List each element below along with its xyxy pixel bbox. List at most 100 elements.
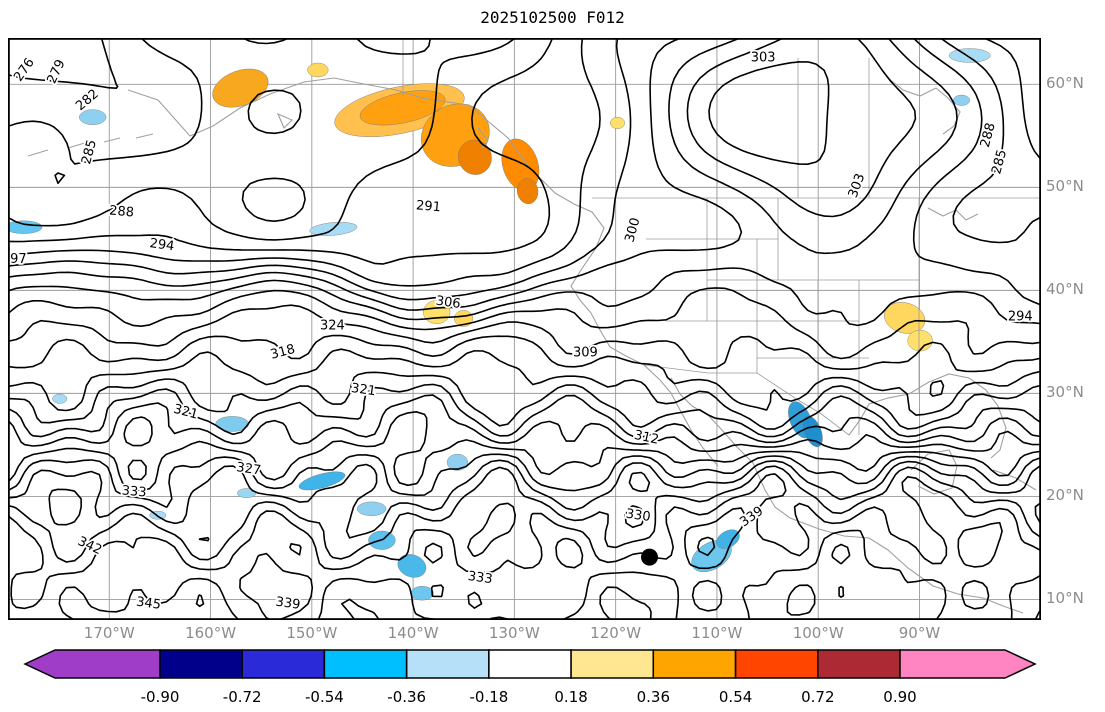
map-frame bbox=[8, 38, 1041, 620]
y-tick-label: 10°N bbox=[1046, 589, 1084, 608]
colorbar-tick-label: -0.72 bbox=[223, 688, 262, 706]
coastline-path bbox=[27, 133, 154, 157]
contour-label: 285 bbox=[79, 138, 100, 166]
shaded-region bbox=[953, 94, 970, 106]
contour-label: 306 bbox=[435, 294, 462, 312]
colorbar-tick-label: 0.54 bbox=[719, 688, 752, 706]
shaded-region bbox=[410, 586, 434, 601]
x-tick-label: 160°W bbox=[185, 624, 237, 642]
coastline-path bbox=[992, 469, 1037, 491]
x-tick-label: 140°W bbox=[387, 624, 439, 642]
contour-label: 285 bbox=[989, 148, 1010, 176]
colorbar-segment bbox=[405, 649, 490, 679]
shaded-region bbox=[359, 90, 446, 126]
colorbar-left-arrow bbox=[23, 649, 161, 679]
contour-label: 282 bbox=[73, 87, 102, 114]
shaded-region bbox=[307, 62, 329, 78]
shaded-region bbox=[516, 178, 539, 205]
colorbar-tick-label: -0.18 bbox=[469, 688, 508, 706]
shaded-region bbox=[446, 453, 468, 471]
shaded-region bbox=[8, 220, 43, 234]
contour-label: 330 bbox=[625, 507, 652, 525]
shaded-region bbox=[610, 116, 625, 130]
contour-label: 345 bbox=[135, 595, 162, 613]
contour-label: 309 bbox=[573, 345, 598, 360]
colorbar-segment bbox=[570, 649, 655, 679]
y-tick-label: 20°N bbox=[1046, 486, 1084, 505]
y-tick-label: 40°N bbox=[1046, 280, 1084, 299]
colorbar-tick-label: 0.90 bbox=[883, 688, 916, 706]
shaded-region bbox=[356, 501, 387, 516]
coastline-path bbox=[982, 597, 1024, 614]
contour-label: 276 bbox=[11, 56, 38, 85]
contour-lines bbox=[8, 38, 1041, 620]
shaded-region bbox=[79, 109, 107, 125]
coastline-path bbox=[127, 77, 719, 467]
state-borders bbox=[402, 38, 1041, 436]
contour-label: 312 bbox=[633, 428, 660, 448]
y-tick-label: 60°N bbox=[1046, 74, 1084, 93]
x-tick-label: 90°W bbox=[898, 624, 941, 642]
contour-label: 342 bbox=[75, 534, 104, 558]
coastlines bbox=[27, 77, 1037, 614]
colorbar-segment bbox=[652, 649, 737, 679]
coastline-path bbox=[848, 373, 1007, 459]
colorbar-tick-label: 0.18 bbox=[554, 688, 587, 706]
colorbar-tick-label: 0.36 bbox=[637, 688, 670, 706]
x-tick-label: 100°W bbox=[792, 624, 844, 642]
shaded-region bbox=[907, 329, 933, 352]
contour-label: 303 bbox=[846, 172, 869, 200]
contour-label: 333 bbox=[467, 569, 494, 587]
x-tick-label: 130°W bbox=[488, 624, 540, 642]
contour-label: 297 bbox=[8, 252, 27, 267]
chart-title: 2025102500 F012 bbox=[480, 8, 625, 27]
colorbar: -0.90 -0.72 -0.54 -0.36 -0.18 0.18 0.36 0.54 0.7… bbox=[23, 649, 1037, 706]
grid-lines bbox=[8, 38, 1041, 620]
shaded-region bbox=[948, 48, 991, 63]
shaded-region bbox=[237, 488, 257, 498]
shaded-region bbox=[458, 139, 492, 175]
coastline-path bbox=[887, 77, 961, 135]
contour-label: 288 bbox=[109, 203, 135, 220]
contour-label: 300 bbox=[623, 216, 644, 244]
colorbar-right-arrow bbox=[899, 649, 1037, 679]
colorbar-segment bbox=[241, 649, 326, 679]
shaded-region bbox=[52, 393, 68, 404]
contour-label: 321 bbox=[350, 381, 377, 399]
border-path bbox=[643, 364, 850, 436]
colorbar-segment bbox=[817, 649, 901, 679]
colorbar-segment bbox=[734, 649, 819, 679]
x-tick-label: 170°W bbox=[83, 624, 135, 642]
contour-label: 321 bbox=[172, 402, 200, 423]
contour-label: 294 bbox=[1008, 309, 1033, 324]
contour-label: 339 bbox=[275, 595, 302, 613]
contour-label: 294 bbox=[149, 236, 176, 254]
map-canvas: 2762792822852882912942973003033033063093… bbox=[8, 38, 1041, 620]
colorbar-segment bbox=[323, 649, 408, 679]
x-tick-label: 120°W bbox=[590, 624, 642, 642]
colorbar-tick-label: -0.90 bbox=[141, 688, 180, 706]
colorbar-tick-label: 0.72 bbox=[801, 688, 834, 706]
colorbar-tick-label: -0.54 bbox=[305, 688, 344, 706]
contour-label: 291 bbox=[415, 198, 441, 215]
contour-label: 333 bbox=[121, 483, 147, 500]
shaded-anomaly-regions bbox=[8, 48, 991, 601]
map-marker-dot bbox=[641, 548, 658, 566]
contour-label: 303 bbox=[751, 50, 776, 65]
colorbar-segment bbox=[488, 649, 572, 679]
y-tick-label: 30°N bbox=[1046, 383, 1084, 402]
colorbar-segment bbox=[159, 649, 243, 679]
shaded-region bbox=[397, 554, 427, 578]
coastline-path bbox=[276, 112, 293, 129]
colorbar-tick-label: -0.36 bbox=[387, 688, 426, 706]
shaded-region bbox=[884, 302, 926, 334]
shaded-region bbox=[298, 471, 346, 491]
contour-label: 324 bbox=[320, 319, 345, 334]
shaded-region bbox=[454, 310, 474, 327]
shaded-region bbox=[212, 68, 269, 108]
contour-label: 327 bbox=[235, 460, 262, 478]
contour-label: 318 bbox=[269, 342, 297, 363]
x-tick-label: 150°W bbox=[286, 624, 338, 642]
y-tick-label: 50°N bbox=[1046, 177, 1084, 196]
